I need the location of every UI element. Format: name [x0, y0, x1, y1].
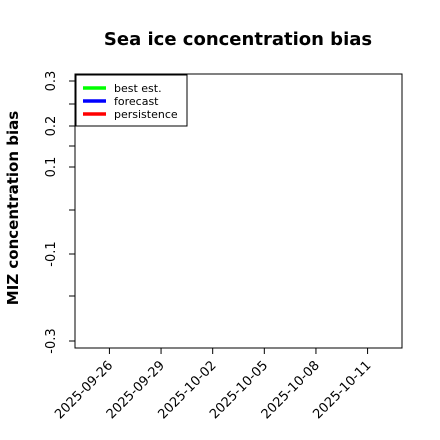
- x-axis: 2025-09-262025-09-292025-10-022025-10-05…: [52, 348, 374, 422]
- y-axis: 0.3 0.2 0.1 -0.1 -0.3: [44, 71, 75, 354]
- y-axis-label: MIZ concentration bias: [4, 111, 22, 305]
- legend-label: persistence: [114, 108, 178, 121]
- chart-title: Sea ice concentration bias: [104, 29, 372, 50]
- y-tick-label: -0.3: [44, 328, 59, 353]
- y-tick-label: -0.1: [44, 241, 59, 266]
- y-tick-label: 0.3: [44, 71, 59, 92]
- y-tick-label: 0.1: [44, 157, 59, 178]
- legend-label: best est.: [114, 82, 162, 95]
- y-tick-label: 0.2: [44, 116, 59, 137]
- plot-frame: [74, 73, 403, 349]
- legend-label: forecast: [114, 95, 159, 108]
